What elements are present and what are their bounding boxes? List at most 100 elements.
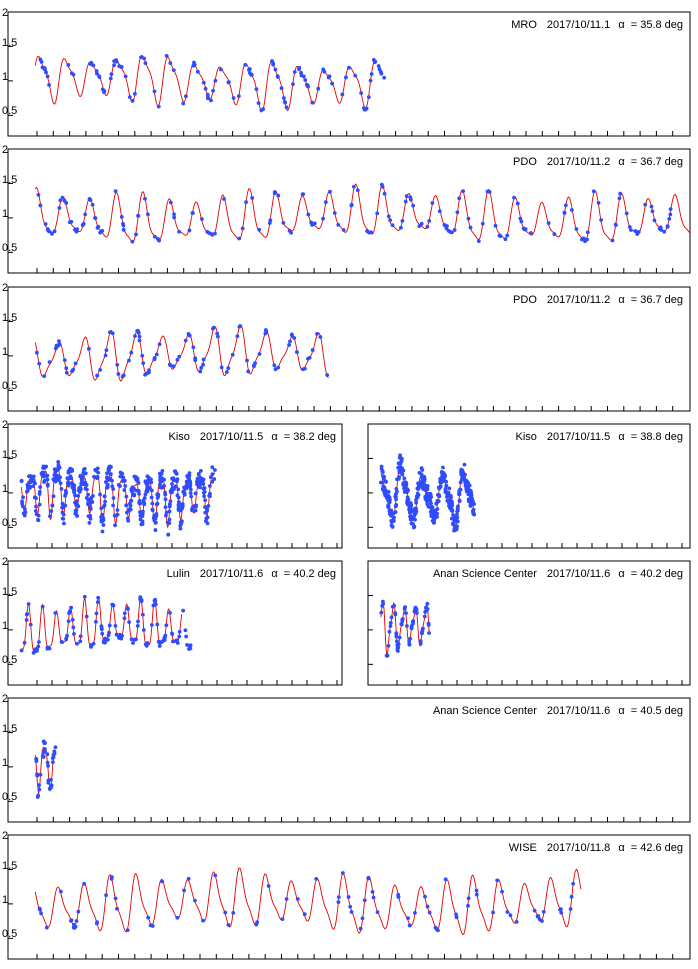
data-point (455, 210, 460, 215)
data-point (100, 229, 105, 233)
data-point (125, 606, 130, 611)
data-point (382, 75, 387, 80)
data-point (177, 634, 182, 639)
data-point (96, 470, 101, 475)
data-point (52, 229, 57, 234)
plot-frame (7, 423, 343, 549)
data-point (383, 489, 388, 494)
data-point (200, 480, 205, 485)
data-point (453, 519, 458, 524)
data-point (188, 491, 193, 495)
data-point (168, 610, 172, 615)
data-point (100, 529, 105, 534)
data-point (400, 619, 405, 623)
model-curve (34, 54, 377, 113)
data-point (562, 211, 567, 215)
data-point (474, 888, 479, 893)
data-point (466, 896, 471, 901)
data-point (203, 498, 208, 503)
data-point (104, 893, 108, 898)
y-tick-label: 1.5 (2, 174, 17, 186)
data-point (87, 196, 92, 201)
data-point (402, 606, 407, 611)
data-point (419, 466, 424, 471)
data-point (41, 755, 46, 759)
data-point (425, 601, 430, 606)
data-point (149, 623, 154, 627)
data-point (624, 211, 629, 216)
plot-frame (7, 11, 691, 137)
data-point (31, 484, 36, 488)
data-point (384, 494, 389, 499)
data-point (93, 215, 97, 220)
data-point (213, 468, 217, 472)
data-point (203, 510, 208, 515)
data-point (585, 230, 590, 235)
data-point (387, 629, 392, 634)
data-point (65, 481, 70, 486)
data-point (163, 492, 168, 497)
y-tick-label: 1 (2, 208, 8, 220)
data-point (130, 239, 135, 244)
data-point (163, 497, 168, 502)
data-point (37, 489, 42, 494)
data-point (19, 478, 24, 483)
y-tick-label: 1.5 (2, 449, 17, 461)
data-point (254, 87, 259, 92)
data-point (321, 216, 325, 221)
data-point (62, 521, 66, 526)
data-point (191, 63, 196, 68)
data-point (45, 74, 50, 79)
data-point (249, 72, 254, 77)
data-point (98, 492, 102, 497)
data-point (375, 910, 380, 914)
data-point (190, 507, 194, 512)
data-point (471, 509, 475, 514)
data-point (523, 227, 528, 232)
data-point (245, 358, 249, 363)
data-point (56, 464, 61, 469)
data-point (81, 474, 85, 479)
data-point (37, 787, 42, 792)
data-point (381, 484, 386, 489)
data-point (216, 334, 220, 339)
data-point (386, 503, 391, 507)
data-point (652, 218, 657, 223)
data-point (34, 496, 38, 501)
alpha-symbol: α (618, 294, 625, 306)
data-point (130, 98, 135, 103)
data-point (69, 219, 74, 224)
data-point (80, 223, 85, 228)
data-point (420, 479, 425, 484)
data-point (71, 625, 76, 630)
data-point (303, 78, 308, 82)
data-point (279, 86, 284, 91)
data-point (237, 324, 242, 329)
data-point (418, 641, 423, 646)
data-point (180, 502, 185, 506)
phase-angle-unit: deg (665, 156, 683, 168)
data-point (45, 645, 50, 650)
data-point (119, 214, 124, 219)
data-point (404, 490, 409, 495)
data-point (19, 648, 24, 653)
phase-angle-unit: deg (318, 568, 336, 580)
data-point (88, 516, 93, 521)
data-point (135, 623, 140, 628)
alpha-symbol: α (618, 568, 625, 580)
data-point (129, 350, 134, 355)
data-point (173, 484, 178, 489)
data-point (114, 59, 119, 64)
data-point (157, 238, 161, 243)
data-point (208, 475, 213, 479)
plot-frame (7, 697, 691, 823)
data-point (64, 366, 69, 371)
y-tick-label: 0.5 (2, 791, 17, 803)
data-point (236, 94, 241, 99)
data-point (201, 490, 206, 495)
data-point (436, 499, 441, 504)
observatory-name: Anan Science Center (433, 568, 537, 580)
data-point (172, 212, 176, 217)
data-point (139, 599, 144, 604)
data-point (379, 464, 384, 469)
